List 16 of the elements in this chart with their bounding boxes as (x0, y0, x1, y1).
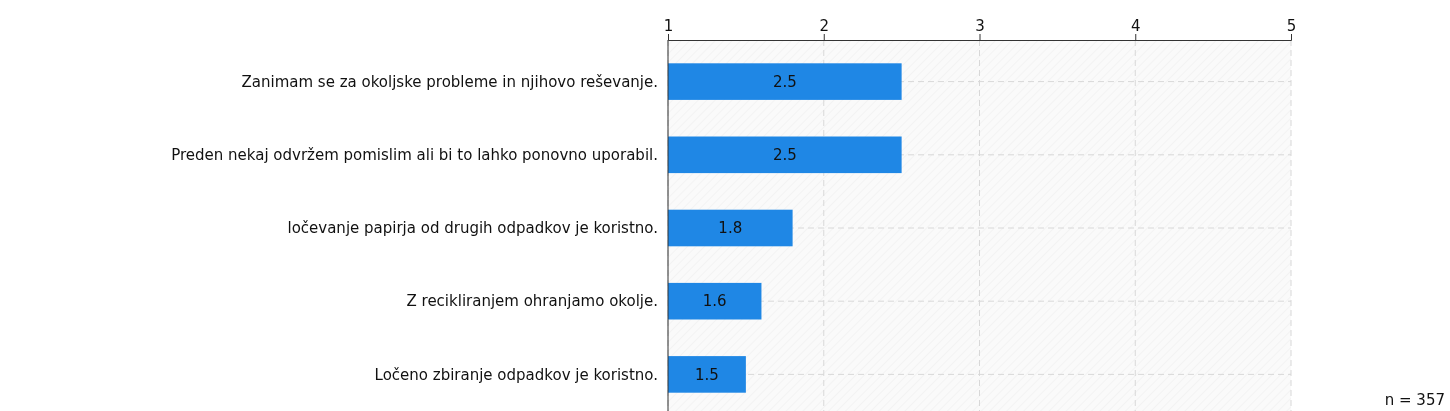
data-label: 1.8 (718, 219, 743, 238)
data-label: 2.5 (772, 146, 797, 165)
x-tick-label: 5 (1286, 17, 1297, 35)
x-tick-label: 4 (1130, 17, 1141, 35)
x-tick-label: 3 (975, 17, 985, 35)
y-tick-label: Preden nekaj odvržem pomislim ali bi to lahko ponovno uporabil. (171, 146, 658, 165)
data-label: 1.6 (702, 292, 727, 311)
data-label: 1.5 (695, 365, 719, 384)
x-tick-label: 2 (819, 17, 830, 35)
text: n = 357 (1384, 391, 1445, 409)
y-tick-label: Zanimam se za okoljske probleme in njihovo reševanje. (241, 72, 658, 91)
data-label: 2.5 (772, 72, 797, 91)
y-tick-label: ločevanje papirja od drugih odpadkov je koristno. (287, 219, 658, 238)
x-tick-label: 1 (663, 17, 674, 35)
y-tick-label: Ločeno zbiranje odpadkov je koristno. (374, 365, 658, 384)
y-tick-label: Z recikliranjem ohranjamo okolje. (406, 292, 658, 311)
